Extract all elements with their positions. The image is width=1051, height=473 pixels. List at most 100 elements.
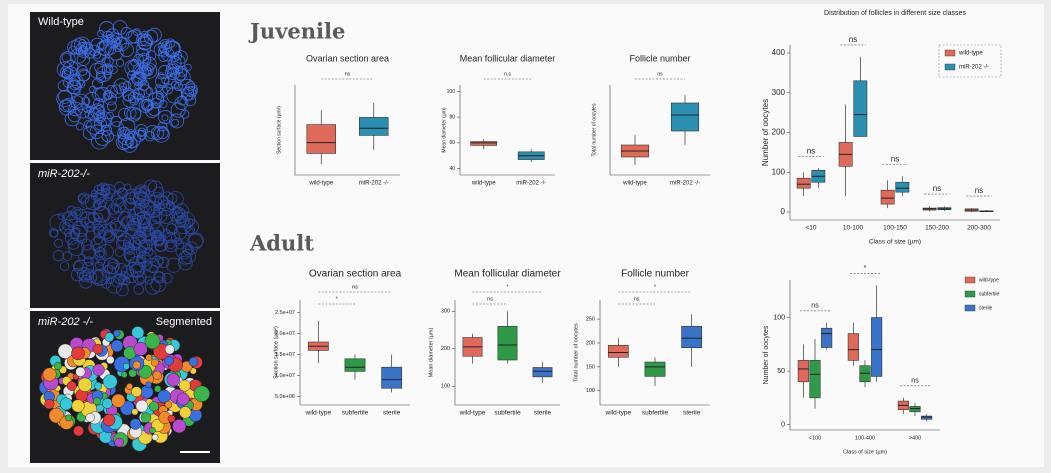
cell bbox=[95, 71, 105, 81]
legend-swatch bbox=[944, 63, 956, 71]
cell bbox=[153, 186, 165, 198]
cell bbox=[188, 85, 198, 95]
cell bbox=[90, 236, 106, 253]
box bbox=[607, 345, 629, 358]
cell bbox=[106, 111, 114, 120]
cell bbox=[162, 229, 171, 238]
cell bbox=[120, 371, 128, 378]
y-tick-label: 200 bbox=[586, 340, 595, 346]
box bbox=[359, 117, 389, 136]
cell bbox=[152, 207, 168, 223]
cell bbox=[64, 111, 80, 127]
cell bbox=[79, 45, 87, 53]
cell bbox=[150, 191, 165, 206]
cell bbox=[184, 83, 198, 97]
cell bbox=[75, 366, 86, 377]
cell bbox=[70, 38, 87, 55]
cell bbox=[111, 197, 127, 213]
y-axis-label: Total number of oocytes bbox=[573, 323, 579, 382]
cell bbox=[142, 228, 156, 242]
x-tick-label: 200-300 bbox=[967, 225, 991, 232]
box bbox=[470, 141, 498, 146]
cell bbox=[62, 222, 71, 230]
cell bbox=[44, 399, 55, 410]
cell bbox=[113, 205, 121, 213]
cell bbox=[115, 198, 125, 207]
x-tick-label: sterile bbox=[383, 410, 401, 417]
significance-label: ns bbox=[487, 296, 493, 302]
cell bbox=[102, 38, 110, 46]
cell bbox=[166, 67, 180, 80]
cell bbox=[122, 363, 130, 370]
x-tick-label: miR-202 -/- bbox=[670, 181, 700, 187]
cell bbox=[138, 185, 150, 197]
cell bbox=[137, 34, 154, 50]
y-tick-label: 50 bbox=[777, 368, 785, 375]
cell bbox=[102, 398, 113, 409]
significance-label: ns bbox=[634, 296, 640, 302]
cell bbox=[61, 67, 74, 80]
box bbox=[909, 406, 921, 413]
cell bbox=[154, 385, 162, 393]
cell bbox=[122, 88, 135, 101]
y-tick-label: 2.0e+07 bbox=[275, 331, 295, 337]
cell bbox=[101, 56, 111, 67]
cell bbox=[118, 107, 132, 121]
cell bbox=[154, 240, 167, 252]
y-tick-label: 400 bbox=[772, 48, 786, 57]
cell bbox=[140, 412, 152, 423]
cell bbox=[138, 77, 147, 86]
cell bbox=[78, 194, 87, 203]
cell bbox=[185, 227, 194, 237]
chart-title: Ovarian section area bbox=[306, 53, 389, 63]
cell bbox=[164, 356, 174, 366]
cell bbox=[75, 122, 84, 131]
cell bbox=[82, 126, 97, 141]
cell bbox=[150, 276, 167, 293]
cell bbox=[133, 28, 141, 36]
cell bbox=[92, 200, 102, 210]
cell bbox=[77, 377, 93, 392]
legend-label: wild-type bbox=[958, 51, 983, 57]
cell bbox=[93, 97, 104, 109]
cell bbox=[42, 367, 57, 382]
cell bbox=[65, 214, 79, 228]
cell bbox=[193, 385, 210, 402]
cell bbox=[167, 191, 184, 208]
x-tick-label: sterile bbox=[683, 410, 701, 417]
y-tick-label: 100 bbox=[447, 89, 456, 95]
cell bbox=[174, 67, 188, 81]
cell bbox=[121, 216, 136, 231]
cell bbox=[117, 134, 133, 150]
cell bbox=[179, 406, 192, 419]
cell bbox=[84, 120, 92, 128]
cell bbox=[140, 30, 149, 39]
box bbox=[797, 360, 809, 383]
cell bbox=[103, 92, 117, 106]
x-tick-label: wild-type bbox=[459, 410, 486, 417]
x-tick-label: <10 bbox=[805, 225, 816, 232]
cell bbox=[184, 63, 192, 72]
cell bbox=[129, 418, 142, 430]
cell bbox=[94, 130, 111, 146]
cell bbox=[102, 374, 118, 389]
cell bbox=[174, 69, 191, 86]
cell bbox=[92, 363, 105, 376]
y-axis-label: Total number of oocytes bbox=[591, 103, 597, 157]
cell bbox=[170, 232, 181, 242]
cell bbox=[62, 251, 73, 261]
x-tick-label: wild-type bbox=[471, 181, 496, 187]
panel-label: Wild-type bbox=[38, 16, 84, 28]
cell bbox=[116, 235, 132, 251]
box bbox=[681, 325, 703, 349]
cell bbox=[178, 251, 192, 265]
cell bbox=[113, 36, 127, 50]
box bbox=[821, 327, 833, 348]
cell bbox=[73, 259, 88, 274]
cell bbox=[182, 86, 197, 101]
cell bbox=[164, 344, 175, 355]
cell bbox=[92, 243, 101, 252]
cell bbox=[100, 184, 109, 193]
x-tick-label: subfertile bbox=[642, 410, 669, 417]
panel-label: miR-202-/- bbox=[38, 168, 90, 180]
